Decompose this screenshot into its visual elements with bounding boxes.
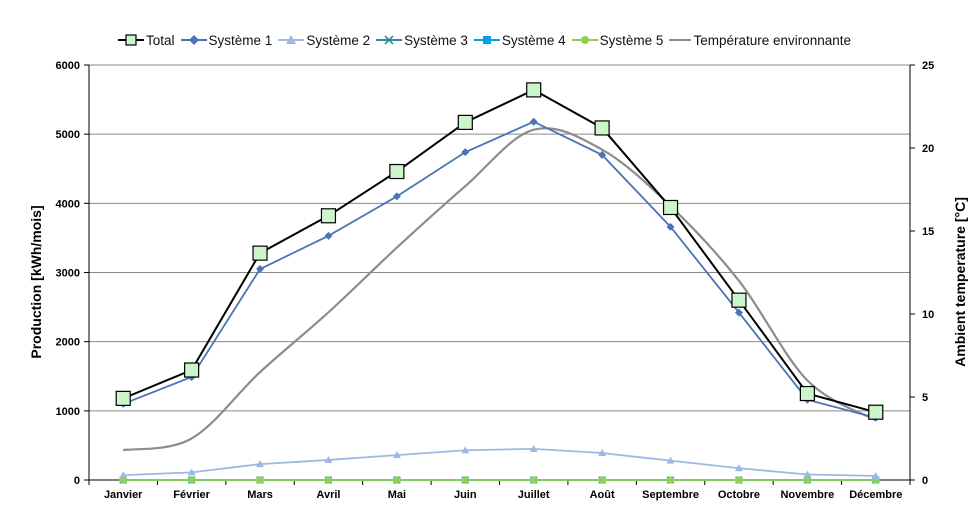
data-point-systeme-1 [392,192,401,201]
x-tick-label: Septembre [642,489,699,501]
data-point-systeme-5 [324,476,333,484]
y2-tick-label: 0 [922,475,928,487]
y-axis-right-label: Ambient temperature [°C] [952,197,968,367]
legend-marker-systeme-3 [376,35,403,45]
legend-label: Système 4 [501,32,566,48]
data-point-systeme-2 [871,471,880,479]
data-point-systeme-2 [119,471,128,479]
series-line-total [122,88,877,414]
data-point-systeme-2 [803,470,812,478]
data-point-systeme-1 [734,308,743,317]
y2-tick-label: 5 [922,392,928,404]
data-point-systeme-2 [256,460,265,468]
legend-label: Système 2 [306,32,371,48]
data-point-total [526,82,542,98]
y2-tick-label: 10 [922,309,934,321]
y2-tick-label: 25 [922,60,934,72]
data-point-systeme-5 [256,476,264,484]
data-point-systeme-2 [666,456,675,464]
data-point-systeme-5 [461,476,470,484]
legend: Total Système 1 Système 2 Système 3 Syst… [118,29,857,51]
y-tick-label: 5000 [56,129,80,141]
data-point-total [457,114,473,131]
data-point-total [115,390,131,406]
legend-marker-systeme-1 [180,35,207,45]
legend-marker-systeme-2 [278,35,305,44]
data-point-systeme-5 [735,476,743,484]
x-tick-label: Janvier [104,489,143,501]
legend-marker-systeme-5 [571,36,598,44]
y-axis-left-label-box: Production [kWh/mois] [6,92,66,472]
y-tick-label: 4000 [56,198,80,210]
legend-item-temperature: Température environnante [669,33,851,48]
data-point-systeme-1 [256,265,265,274]
data-point-systeme-1 [529,117,538,126]
legend-marker-systeme-4 [473,36,500,44]
data-point-total [389,163,405,180]
legend-label: Système 1 [208,32,273,48]
data-point-total [799,385,815,402]
legend-item-systeme-1: Système 1 [180,32,273,48]
data-point-systeme-2 [734,464,743,472]
data-point-total [320,208,337,224]
x-tick-label: Mai [388,489,406,501]
x-tick-label: Mars [247,489,273,501]
y-axis-left-label: Production [kWh/mois] [28,205,44,359]
y-tick-label: 1000 [56,406,80,418]
legend-item-systeme-5: Système 5 [571,32,664,48]
data-point-total [184,362,200,378]
data-point-systeme-5 [393,476,401,484]
data-point-systeme-1 [666,222,675,231]
data-point-systeme-1 [598,150,607,159]
data-point-systeme-5 [598,476,606,484]
data-point-total [252,245,268,261]
x-tick-label: Juillet [518,489,550,501]
y-axis-right-label-box: Ambient temperature [°C] [940,92,978,472]
data-point-systeme-5 [187,476,196,484]
y2-tick-label: 20 [922,143,934,155]
data-point-total [662,199,679,216]
x-tick-label: Décembre [849,489,902,501]
y2-tick-label: 15 [922,226,934,238]
data-point-systeme-2 [324,455,333,463]
x-tick-label: Juin [454,489,477,501]
legend-item-systeme-2: Système 2 [278,33,370,48]
data-point-systeme-2 [598,449,607,457]
legend-marker-total [118,34,144,46]
data-point-total [868,404,884,420]
legend-label: Total [146,32,175,48]
legend-label: Système 5 [599,32,664,48]
x-tick-label: Avril [316,489,340,501]
data-point-systeme-1 [461,148,470,157]
data-point-systeme-1 [324,231,333,240]
data-point-total [594,120,610,136]
x-tick-label: Novembre [780,489,834,501]
data-point-systeme-2 [529,444,538,452]
y-tick-label: 3000 [56,268,80,280]
data-point-systeme-5 [529,476,538,484]
legend-item-systeme-3: Système 3 [376,33,468,48]
series-line-systeme-1 [122,120,877,419]
legend-item-total: Total [118,33,175,48]
data-point-systeme-5 [803,476,812,484]
data-point-systeme-2 [187,468,196,476]
legend-item-systeme-4: Système 4 [473,32,566,48]
legend-marker-temperature [669,39,692,41]
x-tick-label: Février [173,489,210,501]
series-line-systeme-2 [123,447,876,477]
data-point-total [731,292,747,308]
series-line-temperature-environnante [123,127,877,452]
y-tick-label: 2000 [56,337,80,349]
y-tick-label: 6000 [56,60,80,72]
legend-label: Système 3 [404,32,468,48]
legend-label: Température environnante [693,32,852,48]
data-point-systeme-2 [461,446,470,454]
data-point-systeme-5 [666,476,675,484]
y-tick-label: 0 [74,475,80,487]
x-tick-label: Octobre [718,489,760,501]
x-tick-label: Août [590,489,615,501]
data-point-systeme-2 [392,451,401,459]
